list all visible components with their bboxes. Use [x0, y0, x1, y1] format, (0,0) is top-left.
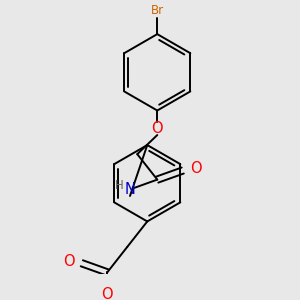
Text: Br: Br: [151, 4, 164, 17]
Text: H: H: [115, 179, 124, 193]
Text: O: O: [190, 161, 202, 176]
Text: O: O: [63, 254, 74, 269]
Text: N: N: [124, 182, 135, 197]
Text: O: O: [101, 287, 113, 300]
Text: O: O: [152, 121, 163, 136]
